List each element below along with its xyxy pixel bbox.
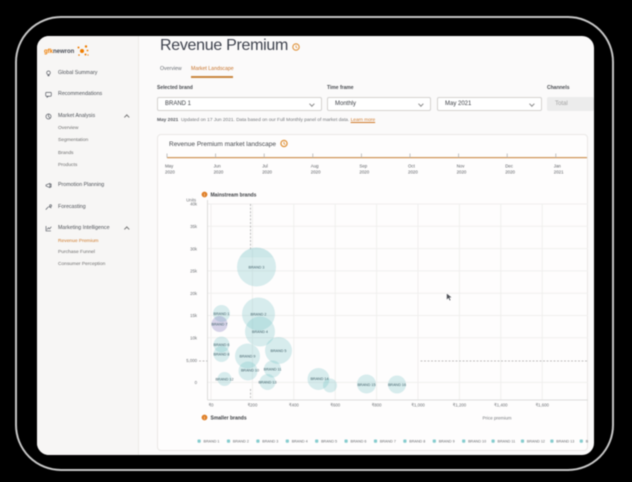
- svg-text:Sep: Sep: [359, 164, 367, 169]
- svg-text:₹1,000: ₹1,000: [411, 403, 425, 408]
- svg-text:Price premium: Price premium: [482, 416, 511, 421]
- svg-text:Dec: Dec: [505, 164, 514, 169]
- svg-text:20k: 20k: [190, 291, 198, 296]
- svg-text:BRAND 14: BRAND 14: [586, 440, 588, 444]
- svg-text:₹800: ₹800: [372, 403, 383, 408]
- svg-text:40k: 40k: [190, 202, 198, 207]
- svg-text:BRAND 13: BRAND 13: [556, 440, 574, 444]
- svg-text:₹1,200: ₹1,200: [453, 403, 467, 408]
- svg-text:BRAND 5: BRAND 5: [271, 349, 287, 353]
- svg-text:BRAND 10: BRAND 10: [241, 369, 259, 373]
- svg-text:₹600: ₹600: [330, 403, 341, 408]
- svg-text:BRAND 11: BRAND 11: [264, 368, 282, 372]
- svg-text:BRAND 2: BRAND 2: [233, 440, 249, 444]
- svg-text:Nov: Nov: [457, 164, 466, 169]
- svg-text:10k: 10k: [190, 336, 198, 341]
- svg-text:₹1,600: ₹1,600: [535, 403, 549, 408]
- svg-text:BRAND 9: BRAND 9: [439, 440, 455, 444]
- svg-text:2020: 2020: [262, 170, 272, 175]
- svg-text:2020: 2020: [505, 170, 515, 175]
- svg-text:BRAND 6: BRAND 6: [214, 343, 230, 347]
- svg-text:25k: 25k: [190, 269, 198, 274]
- svg-text:BRAND 10: BRAND 10: [468, 440, 486, 444]
- svg-text:2020: 2020: [165, 170, 175, 175]
- svg-text:BRAND 15: BRAND 15: [357, 383, 375, 387]
- svg-text:BRAND 12: BRAND 12: [215, 378, 233, 382]
- svg-text:BRAND 16: BRAND 16: [388, 383, 406, 387]
- svg-text:2020: 2020: [214, 170, 224, 175]
- svg-text:0: 0: [195, 380, 198, 385]
- svg-text:BRAND 14: BRAND 14: [310, 377, 328, 381]
- svg-text:BRAND 4: BRAND 4: [252, 330, 268, 334]
- svg-text:30k: 30k: [190, 246, 198, 251]
- svg-text:2020: 2020: [311, 170, 321, 175]
- svg-text:BRAND 8: BRAND 8: [214, 353, 230, 357]
- svg-text:Mainstream brands: Mainstream brands: [211, 193, 257, 199]
- svg-text:Revenue Premium market landsca: Revenue Premium market landscape: [169, 141, 276, 148]
- svg-text:BRAND 4: BRAND 4: [292, 440, 308, 444]
- svg-text:BRAND 2: BRAND 2: [251, 313, 267, 317]
- svg-text:5,000: 5,000: [186, 358, 197, 363]
- svg-text:2020: 2020: [359, 170, 369, 175]
- svg-text:!: !: [204, 192, 205, 197]
- svg-text:BRAND 12: BRAND 12: [527, 440, 545, 444]
- svg-text:Oct: Oct: [408, 164, 416, 169]
- svg-text:Smaller brands: Smaller brands: [211, 416, 247, 422]
- svg-text:2020: 2020: [408, 170, 418, 175]
- svg-text:35k: 35k: [190, 224, 198, 229]
- svg-text:BRAND 9: BRAND 9: [240, 355, 256, 359]
- svg-text:BRAND 7: BRAND 7: [212, 323, 228, 327]
- svg-text:2020: 2020: [457, 170, 467, 175]
- svg-text:Jun: Jun: [214, 164, 222, 169]
- svg-text:Units: Units: [186, 198, 196, 203]
- svg-text:BRAND 7: BRAND 7: [380, 440, 396, 444]
- svg-text:BRAND 1: BRAND 1: [214, 312, 230, 316]
- svg-text:BRAND 3: BRAND 3: [262, 440, 278, 444]
- svg-text:BRAND 5: BRAND 5: [321, 440, 337, 444]
- svg-text:15k: 15k: [190, 313, 198, 318]
- svg-text:May: May: [165, 164, 174, 169]
- svg-text:₹200: ₹200: [247, 403, 258, 408]
- svg-text:BRAND 6: BRAND 6: [351, 440, 367, 444]
- svg-text:Aug: Aug: [311, 164, 319, 169]
- svg-text:BRAND 1: BRAND 1: [204, 440, 220, 444]
- svg-text:2021: 2021: [554, 170, 564, 175]
- svg-text:BRAND 8: BRAND 8: [409, 440, 425, 444]
- svg-text:BRAND 11: BRAND 11: [498, 440, 516, 444]
- svg-text:Jul: Jul: [262, 164, 268, 169]
- svg-text:BRAND 3: BRAND 3: [249, 266, 265, 270]
- svg-text:BRAND 13: BRAND 13: [258, 380, 276, 384]
- svg-text:₹400: ₹400: [289, 403, 300, 408]
- svg-text:₹0: ₹0: [208, 403, 214, 408]
- svg-text:!: !: [204, 415, 205, 420]
- svg-text:Jan: Jan: [554, 164, 562, 169]
- svg-text:₹1,400: ₹1,400: [494, 403, 508, 408]
